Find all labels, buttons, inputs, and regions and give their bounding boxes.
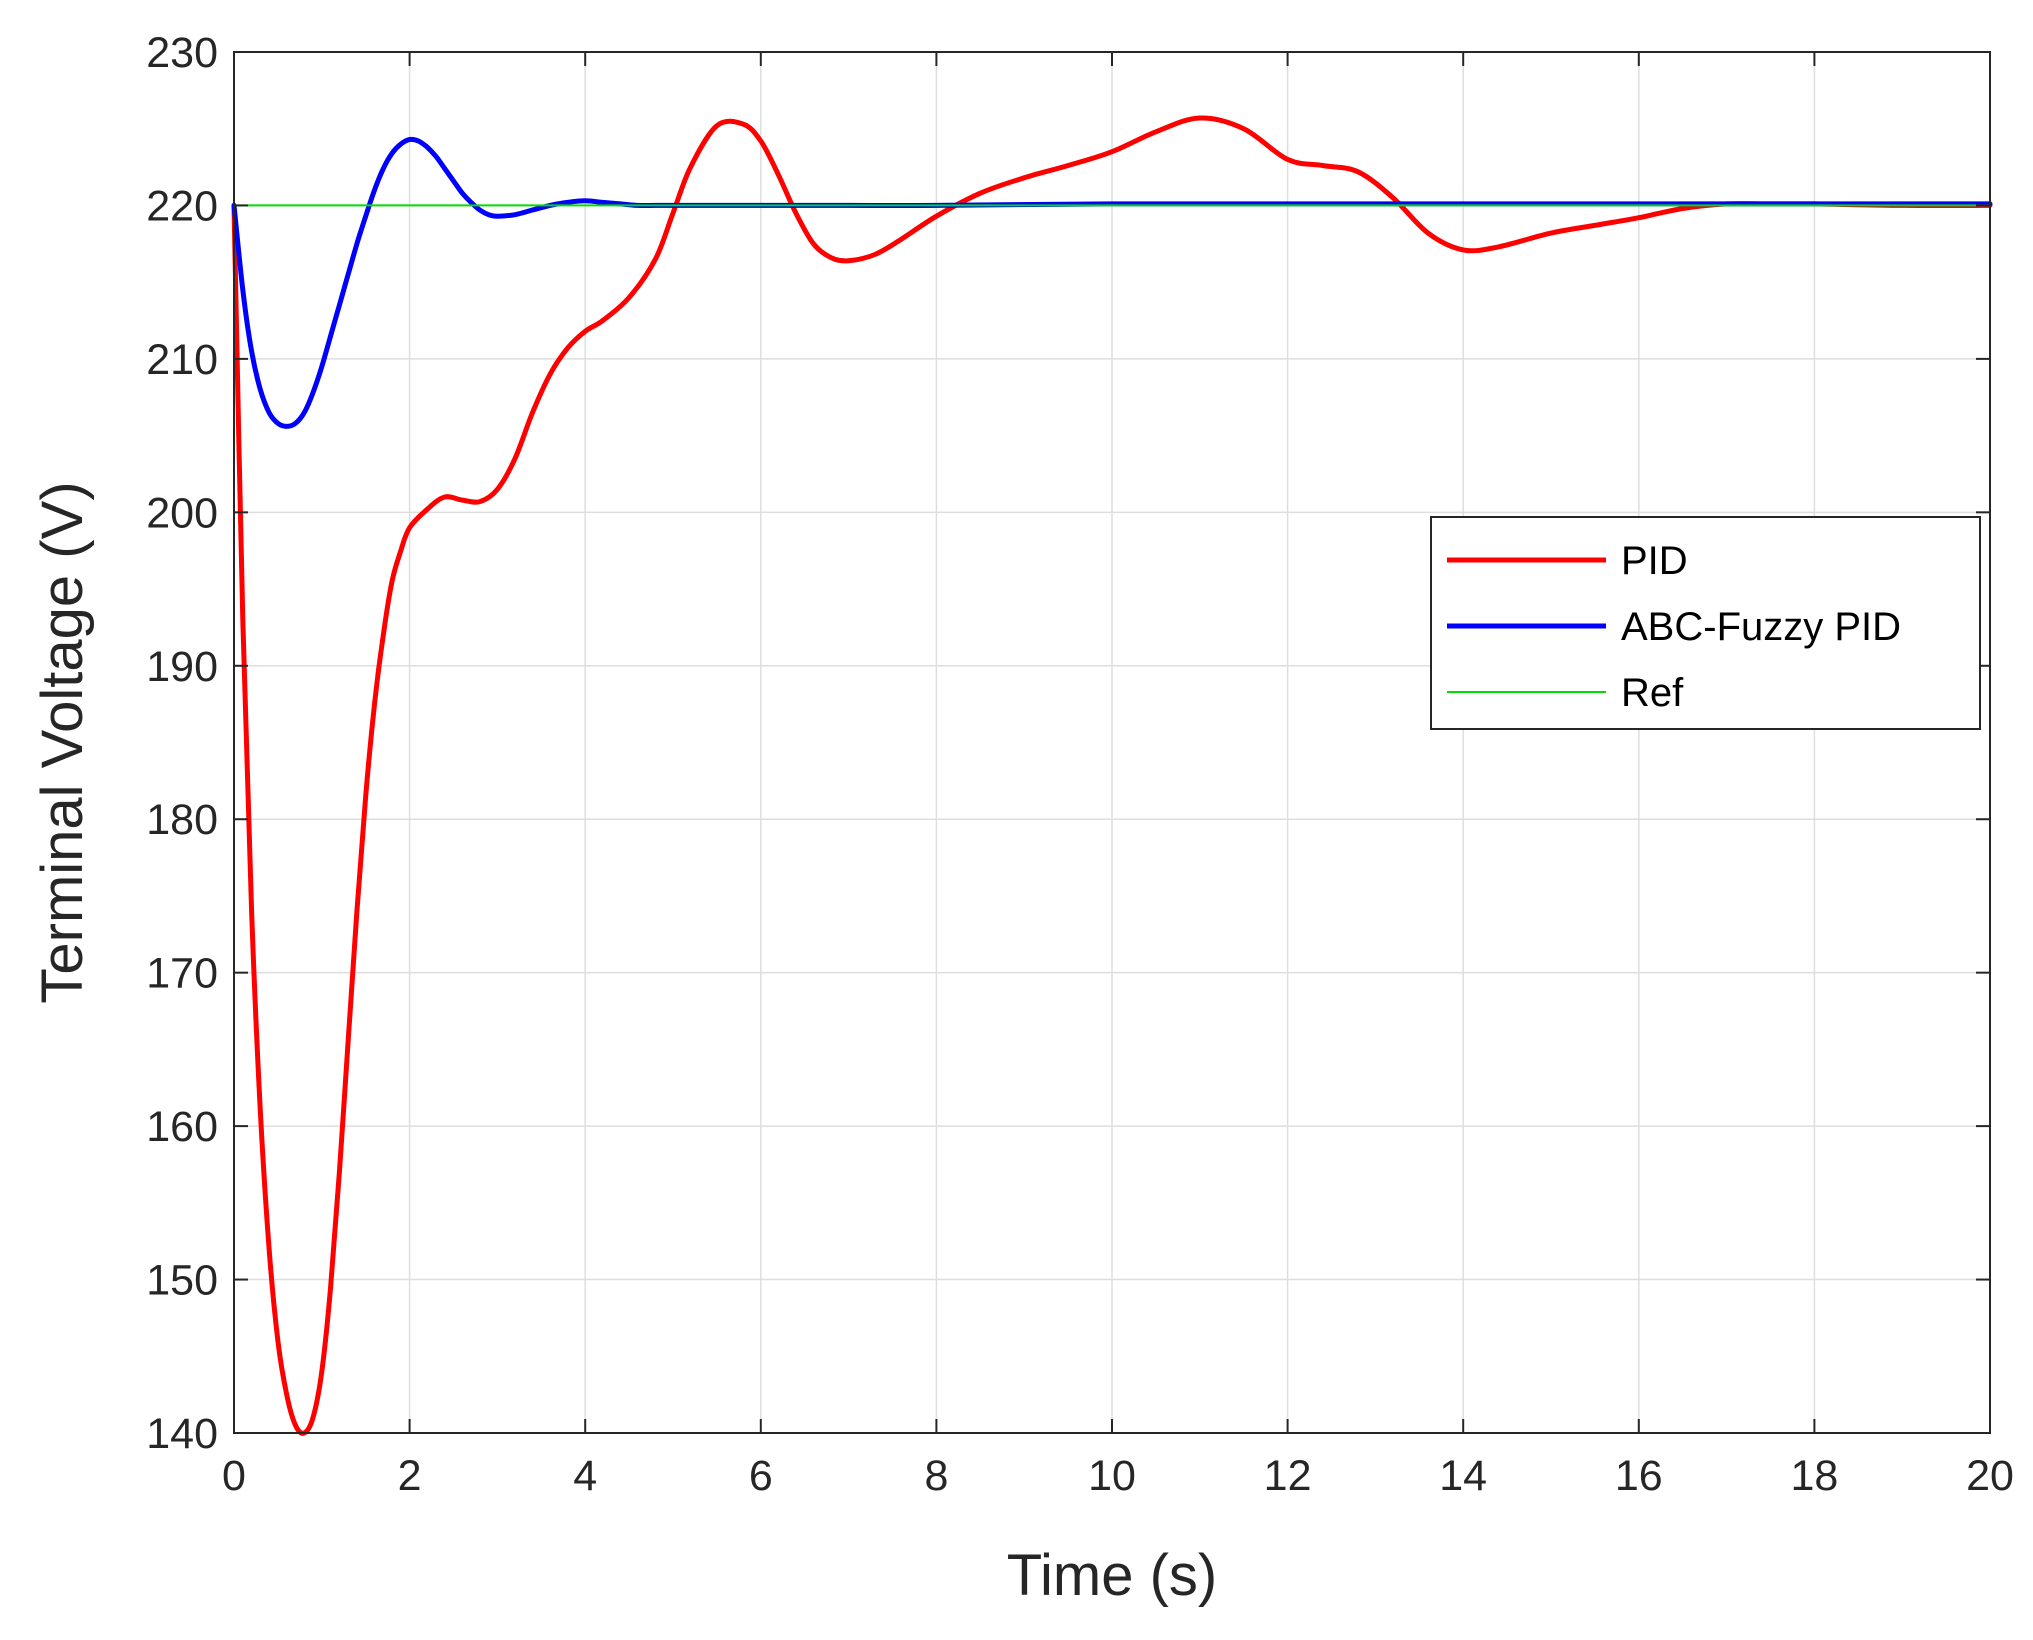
legend-label-ref: Ref bbox=[1621, 671, 1684, 715]
x-axis-label: Time (s) bbox=[1007, 1543, 1217, 1608]
series-line-pid bbox=[231, 115, 1993, 1436]
y-tick-label: 210 bbox=[146, 336, 218, 384]
x-tick-label: 16 bbox=[1615, 1452, 1663, 1500]
y-tick-label: 230 bbox=[146, 29, 218, 77]
x-tick-label: 12 bbox=[1264, 1452, 1312, 1500]
x-tick-label: 2 bbox=[398, 1452, 422, 1500]
x-tick-label: 10 bbox=[1088, 1452, 1136, 1500]
axis-ticks: 0 2 4 6 8 10 12 14 16 18 20 140 150 160 170 180 190 200 21… bbox=[146, 29, 2014, 1500]
legend: PID ABC-Fuzzy PID Ref bbox=[1430, 516, 1981, 730]
y-axis-label: Terminal Voltage (V) bbox=[30, 481, 95, 1003]
x-tick-label: 6 bbox=[749, 1452, 773, 1500]
x-tick-label: 0 bbox=[222, 1452, 246, 1500]
y-tick-label: 160 bbox=[146, 1103, 218, 1151]
x-tick-label: 18 bbox=[1790, 1452, 1838, 1500]
legend-box bbox=[1430, 516, 1981, 730]
y-tick-label: 190 bbox=[146, 643, 218, 691]
series-layer bbox=[231, 115, 1993, 1436]
x-tick-label: 20 bbox=[1966, 1452, 2014, 1500]
y-tick-label: 220 bbox=[146, 182, 218, 230]
x-tick-label: 8 bbox=[924, 1452, 948, 1500]
y-tick-label: 180 bbox=[146, 796, 218, 844]
y-tick-label: 140 bbox=[146, 1410, 218, 1458]
legend-label-pid: PID bbox=[1621, 539, 1688, 583]
y-tick-label: 170 bbox=[146, 950, 218, 998]
x-tick-label: 4 bbox=[573, 1452, 597, 1500]
y-tick-label: 150 bbox=[146, 1257, 218, 1305]
y-tick-label: 200 bbox=[146, 489, 218, 537]
legend-label-abc-fuzzy-pid: ABC-Fuzzy PID bbox=[1621, 605, 1901, 649]
x-tick-label: 14 bbox=[1439, 1452, 1487, 1500]
